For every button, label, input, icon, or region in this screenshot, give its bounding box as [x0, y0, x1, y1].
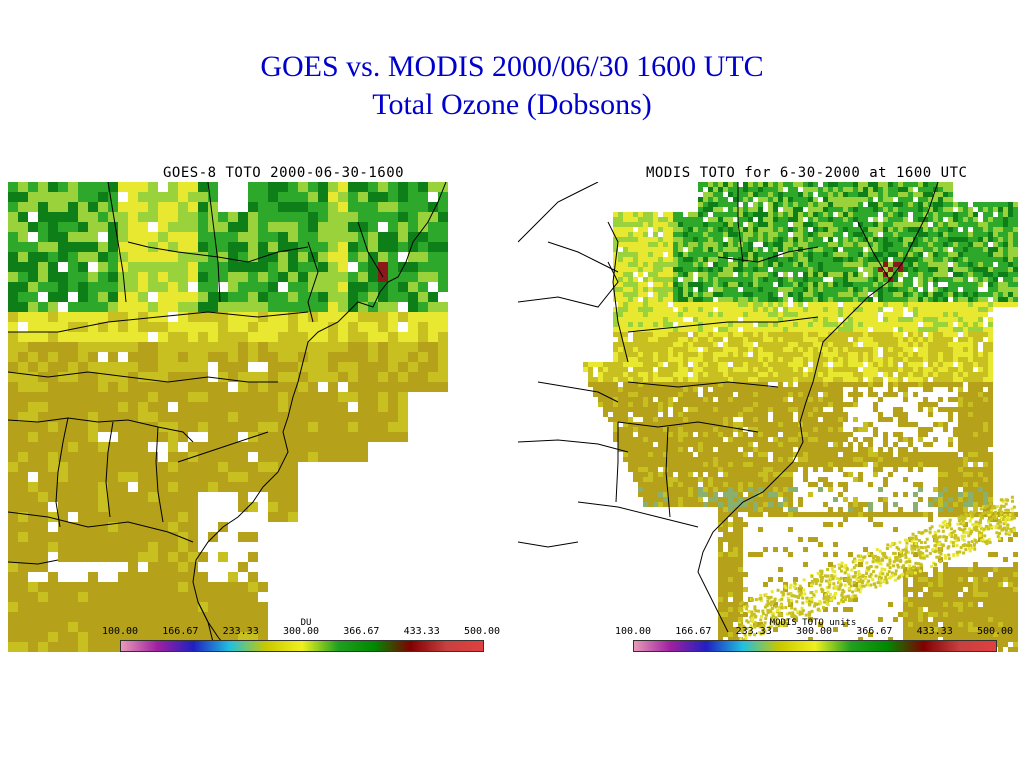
modis-map-panel: MODIS TOTO for 6-30-2000 at 1600 UTC 100… [518, 160, 1018, 652]
goes-units-label: DU [300, 618, 312, 628]
colorbar-tick-label: 500.00 [463, 626, 501, 637]
modis-units-label: MODIS TOTO units [769, 618, 857, 628]
modis-ozone-field [583, 182, 1018, 652]
colorbar-tick-label: 300.00 [795, 626, 833, 637]
goes-ozone-field [8, 182, 448, 652]
colorbar-tick-label: 433.33 [403, 626, 440, 637]
modis-ozone-map [518, 182, 1018, 652]
modis-coastlines-and-borders [518, 182, 939, 633]
modis-colorbar-ticks: 100.00 166.67 233.33 300.00 366.67 433.33 500.… [615, 626, 1013, 640]
colorbar-tick-label: 366.67 [856, 626, 893, 637]
modis-map-title: MODIS TOTO for 6-30-2000 at 1600 UTC [646, 165, 968, 181]
modis-colorbar [633, 640, 997, 652]
colorbar-tick-label: 166.67 [162, 626, 199, 637]
slide-title: GOES vs. MODIS 2000/06/30 1600 UTC Total… [0, 48, 1024, 124]
slide-title-line-1: GOES vs. MODIS 2000/06/30 1600 UTC [260, 50, 764, 83]
colorbar-tick-label: 166.67 [675, 626, 712, 637]
goes-ozone-map [8, 182, 448, 652]
colorbar-tick-label: 100.00 [101, 626, 139, 637]
colorbar-tick-label: 100.00 [614, 626, 652, 637]
goes-colorbar [120, 640, 484, 652]
colorbar-tick-label: 300.00 [282, 626, 320, 637]
colorbar-tick-label: 433.33 [916, 626, 953, 637]
colorbar-tick-label: 366.67 [343, 626, 380, 637]
goes-colorbar-ticks: 100.00 166.67 233.33 300.00 366.67 433.33 500.… [102, 626, 500, 640]
slide-title-line-2: Total Ozone (Dobsons) [372, 88, 652, 121]
goes-map-panel: GOES-8 TOTO 2000-06-30-1600 100.00 166.67… [8, 160, 508, 652]
colorbar-tick-label: 500.00 [976, 626, 1014, 637]
colorbar-tick-label: 233.33 [735, 626, 772, 637]
goes-map-title: GOES-8 TOTO 2000-06-30-1600 [163, 165, 405, 181]
colorbar-tick-label: 233.33 [222, 626, 259, 637]
goes-coastlines-and-borders [8, 182, 447, 652]
